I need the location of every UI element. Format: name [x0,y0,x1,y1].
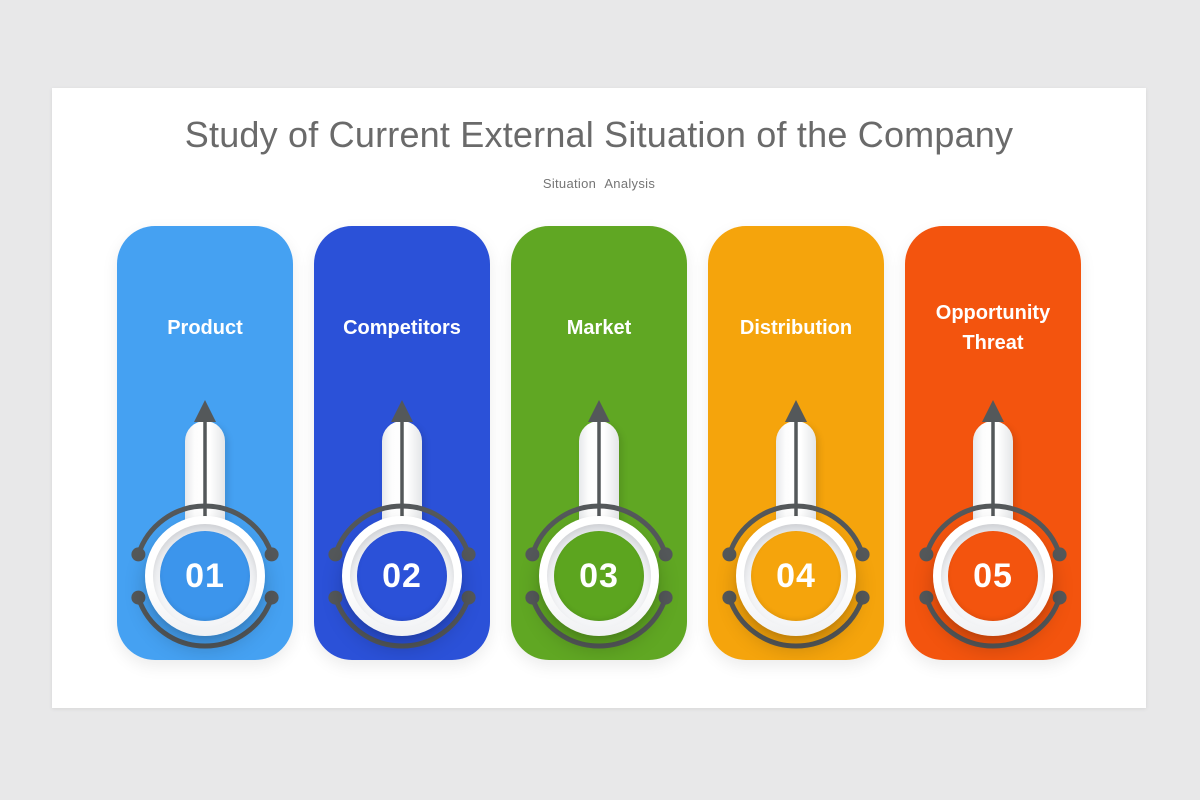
card: Distribution 04 [708,226,884,660]
card: Competitors 02 [314,226,490,660]
up-arrow-arc-icon [525,400,673,649]
slide-header: Study of Current External Situation of t… [52,88,1146,192]
card-number: 01 [185,556,225,595]
card-number: 03 [579,556,619,595]
card-number: 04 [776,556,816,595]
card-title-wrap: Product [117,296,293,360]
card-title: Product [167,317,243,339]
number-circle: 01 [160,531,250,621]
card-title: Distribution [739,317,853,339]
card-title-wrap: Competitors [314,296,490,360]
up-arrow-arc-icon [328,400,476,649]
card-title: Market [566,317,632,339]
card: Product 01 [117,226,293,660]
card-number: 02 [382,556,422,595]
page-title: Study of Current External Situation of t… [184,114,1014,155]
number-circle: 02 [357,531,447,621]
card-number: 05 [973,556,1013,595]
up-arrow-arc-icon [131,400,279,649]
up-arrow-arc-icon [722,400,870,649]
card-title: Opportunity Threat [935,302,1051,354]
cards-row: Product 01 Competitors [52,226,1146,660]
slide: Study of Current External Situation of t… [52,88,1146,708]
number-circle: 04 [751,531,841,621]
page-subtitle: Situation Analysis [542,176,656,191]
card: Opportunity Threat 05 [905,226,1081,660]
number-circle: 05 [948,531,1038,621]
card-title-wrap: Market [511,296,687,360]
card-title-wrap: Distribution [708,296,884,360]
card-title: Competitors [343,317,461,339]
card: Market 03 [511,226,687,660]
number-circle: 03 [554,531,644,621]
up-arrow-arc-icon [919,400,1067,649]
card-title-wrap: Opportunity Threat [905,296,1081,360]
